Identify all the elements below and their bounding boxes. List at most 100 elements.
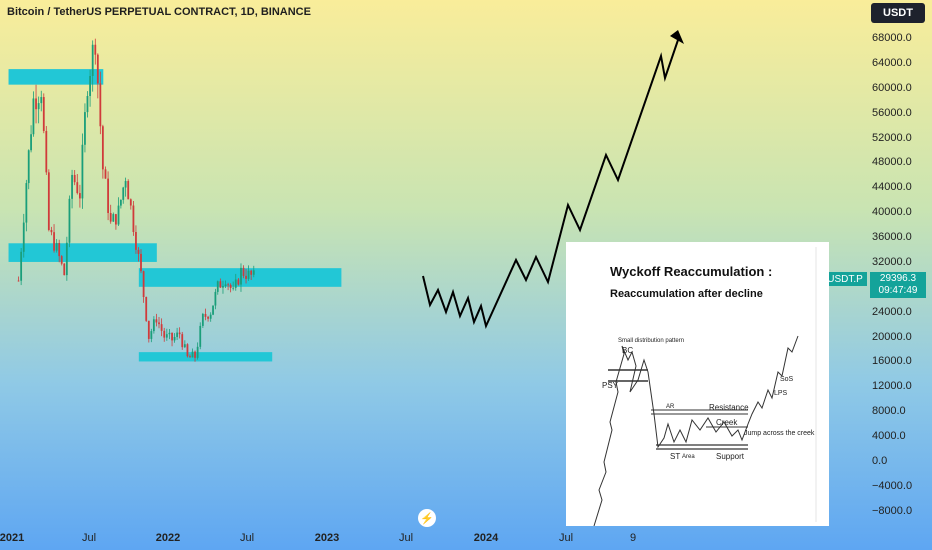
inset-title: Wyckoff Reaccumulation : bbox=[610, 264, 773, 279]
candle bbox=[84, 103, 86, 153]
diagram-label-area: Area bbox=[682, 454, 695, 460]
diagram-label-jump: Jump across the creek bbox=[744, 430, 815, 437]
candle bbox=[25, 179, 28, 232]
candle bbox=[240, 263, 242, 292]
diagram-label-bc: BC bbox=[622, 346, 634, 355]
candle bbox=[176, 327, 179, 340]
candle bbox=[140, 249, 142, 274]
projection-path bbox=[422, 39, 679, 330]
candle bbox=[109, 204, 112, 224]
candle bbox=[163, 327, 166, 342]
candle bbox=[201, 312, 204, 328]
candle bbox=[247, 265, 250, 281]
candle bbox=[232, 281, 235, 291]
price-tick-label: −4000.0 bbox=[872, 479, 913, 492]
candle bbox=[212, 305, 214, 316]
price-tick-label: 24000.0 bbox=[872, 305, 912, 318]
chart-title: Bitcoin / TetherUS PERPETUAL CONTRACT, 1… bbox=[7, 6, 311, 18]
last-price-badge: 29396.3 09:47:49 bbox=[870, 272, 926, 298]
candle bbox=[171, 332, 173, 347]
candle bbox=[237, 277, 240, 286]
candle bbox=[32, 91, 35, 137]
candle bbox=[76, 174, 79, 195]
candle bbox=[63, 263, 66, 276]
candle bbox=[252, 265, 255, 278]
inset-subtitle: Reaccumulation after decline bbox=[610, 288, 763, 300]
candle bbox=[168, 329, 171, 340]
currency-button[interactable]: USDT bbox=[871, 3, 925, 23]
candle bbox=[196, 342, 199, 360]
candle bbox=[101, 124, 104, 179]
candle bbox=[158, 317, 160, 329]
price-tick-label: 0.0 bbox=[872, 455, 888, 467]
candle bbox=[137, 247, 140, 262]
diagram-label-sos: SoS bbox=[780, 376, 794, 383]
candle bbox=[209, 312, 212, 322]
time-tick-label: Jul bbox=[81, 532, 97, 544]
price-tick-label: 40000.0 bbox=[872, 206, 912, 219]
support-resistance-zone[interactable] bbox=[8, 69, 104, 85]
candle bbox=[181, 331, 184, 350]
time-tick-label: 9 bbox=[629, 532, 637, 544]
candle bbox=[155, 313, 158, 327]
price-tick-label: 68000.0 bbox=[872, 32, 912, 44]
price-tick-label: 16000.0 bbox=[872, 355, 912, 368]
price-tick-label: 48000.0 bbox=[872, 156, 912, 169]
candle bbox=[214, 288, 217, 310]
candle bbox=[107, 171, 109, 221]
candle bbox=[152, 316, 155, 334]
candle bbox=[135, 225, 137, 254]
candle bbox=[65, 236, 68, 281]
price-tick-label: 32000.0 bbox=[872, 255, 912, 268]
time-tick-label: 2024 bbox=[473, 532, 499, 544]
last-price-value: 29396.3 bbox=[879, 273, 917, 284]
candle bbox=[81, 133, 84, 209]
candle bbox=[27, 149, 30, 190]
tradingview-logo[interactable]: ⚡ bbox=[418, 509, 436, 527]
candle bbox=[216, 280, 219, 295]
candle bbox=[60, 255, 63, 266]
candle bbox=[242, 265, 245, 279]
candle bbox=[42, 93, 45, 134]
candle bbox=[91, 40, 94, 92]
price-tick-label: 8000.0 bbox=[872, 405, 906, 418]
diagram-label-lps: LPS bbox=[774, 390, 788, 397]
candle bbox=[173, 333, 176, 343]
price-tick-label: 52000.0 bbox=[872, 131, 912, 144]
time-tick-label: 2023 bbox=[314, 532, 340, 544]
candle bbox=[224, 280, 227, 289]
candle bbox=[30, 125, 32, 153]
candle bbox=[86, 91, 89, 118]
time-tick-label: 2022 bbox=[155, 532, 181, 544]
price-tick-label: 20000.0 bbox=[872, 330, 912, 343]
price-tick-label: −8000.0 bbox=[872, 504, 913, 517]
candle bbox=[194, 350, 196, 362]
candle bbox=[191, 348, 194, 358]
diagram-label-support: Support bbox=[716, 452, 745, 461]
price-tick-label: 60000.0 bbox=[872, 81, 912, 94]
candle bbox=[58, 239, 61, 263]
diagram-label-psy: PSY bbox=[602, 381, 619, 390]
wyckoff-image: Wyckoff Reaccumulation : Reaccumulation … bbox=[566, 242, 829, 526]
candle bbox=[45, 126, 48, 175]
candle bbox=[50, 226, 53, 236]
candle bbox=[35, 84, 37, 124]
diagram-label-resistance: Resistance bbox=[709, 403, 749, 412]
support-resistance-zone[interactable] bbox=[138, 352, 273, 362]
candle bbox=[219, 278, 222, 288]
candle bbox=[129, 198, 132, 210]
candle bbox=[53, 224, 55, 253]
candle bbox=[160, 318, 163, 337]
candle bbox=[165, 328, 168, 341]
time-tick-label: Jul bbox=[398, 532, 414, 544]
candle bbox=[73, 170, 76, 186]
candle bbox=[47, 169, 50, 232]
support-resistance-zone[interactable] bbox=[8, 243, 157, 262]
candle bbox=[222, 280, 224, 294]
candle bbox=[142, 270, 145, 303]
candle bbox=[117, 197, 120, 226]
candle bbox=[20, 248, 23, 286]
candle bbox=[245, 268, 247, 284]
candle bbox=[199, 322, 202, 350]
